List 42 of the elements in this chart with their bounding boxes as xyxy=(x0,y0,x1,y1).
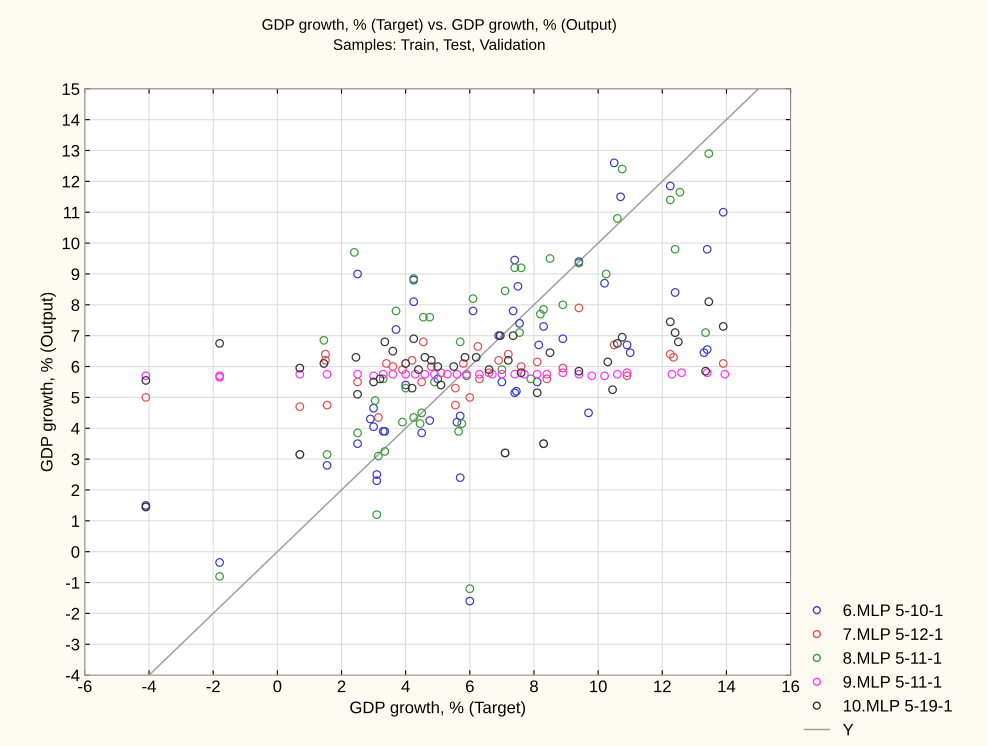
legend-label: 6.MLP 5-10-1 xyxy=(843,604,943,616)
legend-label: 10.MLP 5-19-1 xyxy=(844,700,952,712)
y-tick-label: 2 xyxy=(72,484,80,496)
y-tick-label: 9 xyxy=(72,268,80,280)
y-tick-label: 5 xyxy=(71,392,80,404)
y-axis-title: GDP growth, % (Output) xyxy=(40,292,56,472)
x-tick-label: 6 xyxy=(466,680,474,692)
chart-title: GDP growth, % (Target) vs. GDP growth, % (Output) xyxy=(262,18,616,33)
y-tick-label: 4 xyxy=(71,422,80,434)
legend-label: 8.MLP 5-11-1 xyxy=(843,652,942,664)
chart-subtitle: Samples: Train, Test, Validation xyxy=(334,38,545,54)
x-tick-label: 10 xyxy=(590,680,607,692)
x-tick-label: 4 xyxy=(401,680,410,692)
y-tick-label: -4 xyxy=(66,670,80,682)
x-tick-label: 14 xyxy=(718,680,736,692)
x-tick-label: -2 xyxy=(206,680,220,692)
y-tick-label: 3 xyxy=(71,454,80,466)
y-tick-label: -3 xyxy=(66,638,80,650)
y-tick-label: 12 xyxy=(62,176,80,188)
legend-label: 9.MLP 5-11-1 xyxy=(843,676,942,688)
y-tick-label: 6 xyxy=(72,360,80,373)
x-axis-title: GDP growth, % (Target) xyxy=(350,701,526,717)
y-tick-label: 0 xyxy=(71,546,80,558)
x-tick-label: 0 xyxy=(273,680,282,692)
legend-label: Y xyxy=(843,724,854,736)
y-tick-label: -1 xyxy=(66,577,80,589)
x-tick-label: 8 xyxy=(530,680,538,692)
x-tick-label: -6 xyxy=(78,680,92,692)
x-tick-label: 12 xyxy=(654,680,671,692)
y-tick-label: 1 xyxy=(72,515,80,527)
x-tick-label: -4 xyxy=(142,680,156,692)
y-tick-label: 15 xyxy=(62,83,80,95)
y-tick-label: 8 xyxy=(71,299,80,312)
y-tick-label: -2 xyxy=(66,608,80,620)
y-tick-label: 13 xyxy=(62,144,80,157)
y-tick-label: 11 xyxy=(64,206,80,218)
legend-label: 7.MLP 5-12-1 xyxy=(844,628,943,640)
y-tick-label: 14 xyxy=(62,114,80,126)
y-tick-label: 10 xyxy=(62,237,80,250)
x-tick-label: 16 xyxy=(782,680,800,692)
y-tick-label: 7 xyxy=(72,330,80,342)
x-tick-label: 2 xyxy=(338,680,346,692)
